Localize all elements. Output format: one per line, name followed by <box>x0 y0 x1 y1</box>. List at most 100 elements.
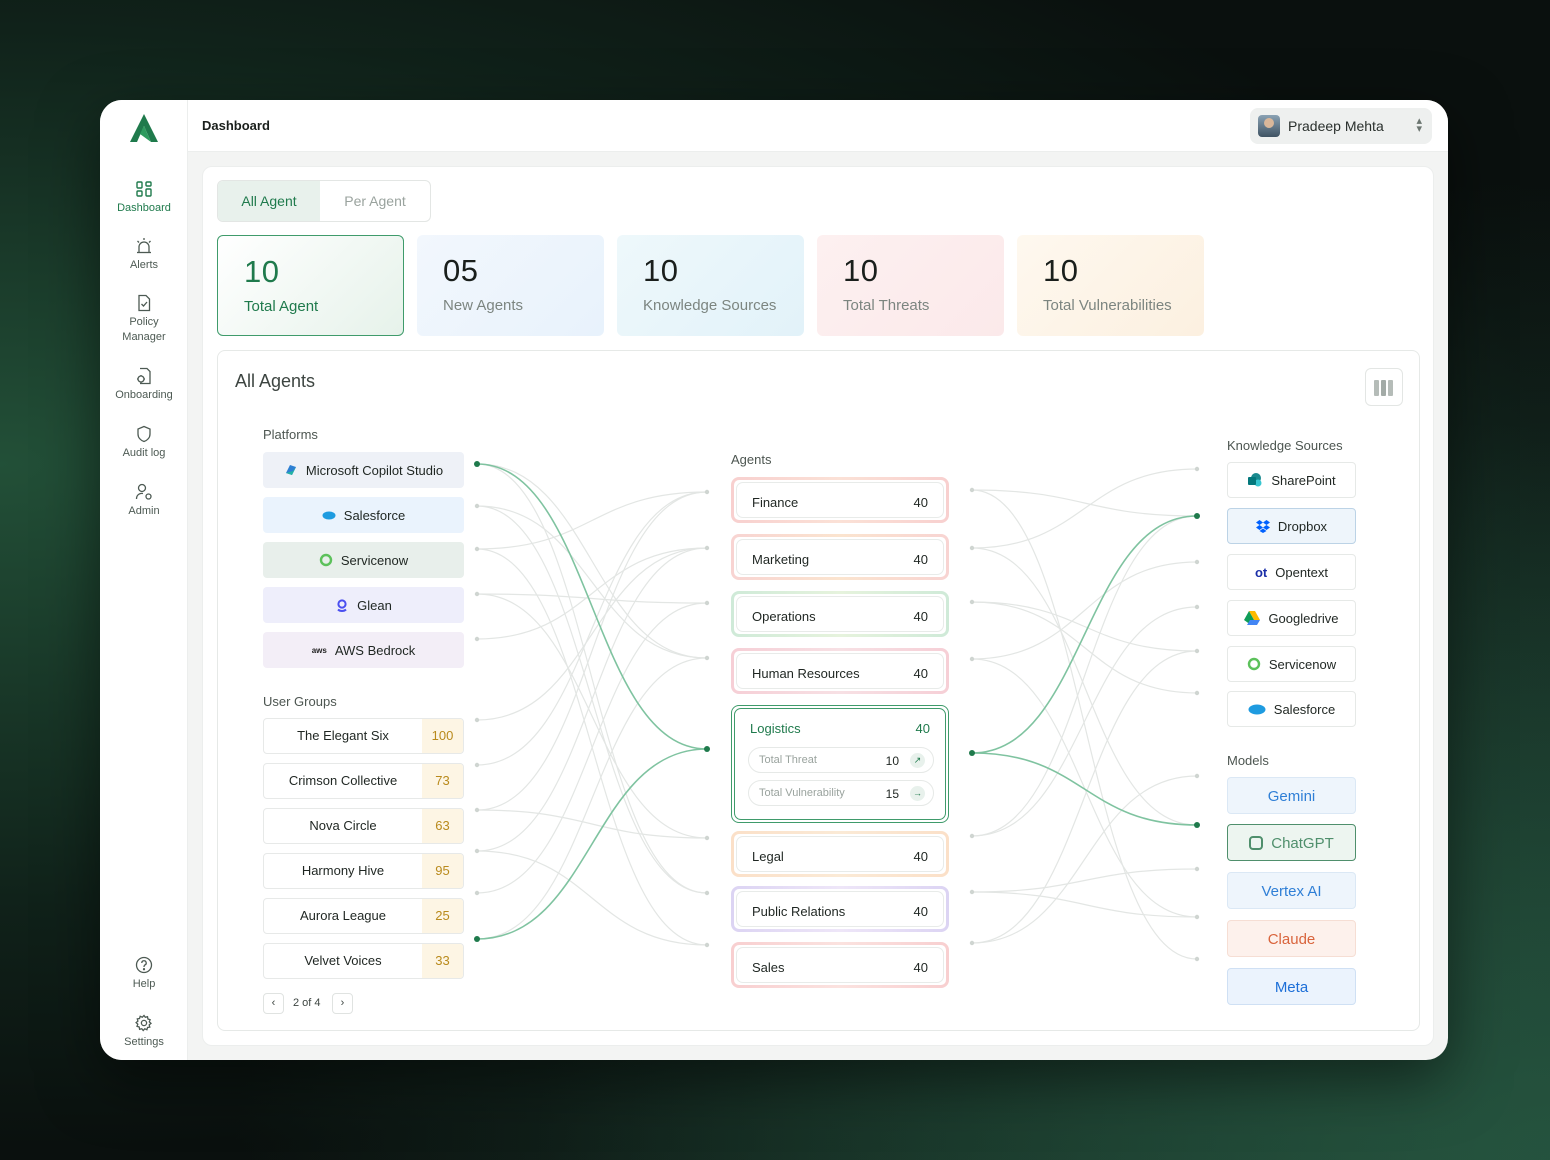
knowledge-source-opentext[interactable]: ot Opentext <box>1227 554 1356 590</box>
view-tabs: All Agent Per Agent <box>217 180 431 222</box>
user-group-row[interactable]: Nova Circle 63 <box>263 808 464 844</box>
platform-salesforce[interactable]: Salesforce <box>263 497 464 533</box>
user-group-row[interactable]: Harmony Hive 95 <box>263 853 464 889</box>
node-dot <box>474 890 480 896</box>
model-claude[interactable]: Claude <box>1227 920 1356 957</box>
total-threat-row[interactable]: Total Threat 10 ↗ <box>748 747 934 773</box>
prev-page-button[interactable]: ‹ <box>263 993 284 1014</box>
connector-line <box>476 547 708 852</box>
agent-count: 40 <box>913 495 928 510</box>
agent-card-finance[interactable]: Finance 40 <box>731 477 949 523</box>
user-group-count: 100 <box>422 719 463 753</box>
stat-card-total-agent[interactable]: 10 Total Agent <box>217 235 404 336</box>
all-agents-panel: All Agents Platforms Microsoft Copilot S… <box>217 350 1420 1031</box>
connection-lines <box>474 461 1200 962</box>
node-dot <box>474 636 480 642</box>
user-menu[interactable]: Pradeep Mehta ▴ ▾ <box>1250 108 1432 144</box>
settings-label: Settings <box>124 1036 164 1048</box>
platform-name: Servicenow <box>340 552 409 568</box>
model-meta[interactable]: Meta <box>1227 968 1356 1005</box>
stat-card-new-agents[interactable]: 05 New Agents <box>417 235 604 336</box>
model-gemini[interactable]: Gemini <box>1227 777 1356 814</box>
tab-per-agent[interactable]: Per Agent <box>344 193 406 209</box>
knowledge-source-salesforce[interactable]: Salesforce <box>1227 691 1356 727</box>
knowledge-source-googledrive[interactable]: Googledrive <box>1227 600 1356 636</box>
sidebar-item-settings[interactable]: Settings <box>100 1014 188 1050</box>
aws-icon: aws <box>311 645 327 655</box>
sidebar-item-help[interactable]: Help <box>100 956 188 992</box>
node-dot <box>1194 914 1200 920</box>
sidebar-item-audit-log[interactable]: Audit log <box>100 425 188 461</box>
agent-card-sales[interactable]: Sales 40 <box>731 942 949 988</box>
stat-value: 10 <box>1043 253 1079 288</box>
connector-line <box>971 658 1198 918</box>
agent-card-marketing[interactable]: Marketing 40 <box>731 534 949 580</box>
stat-label: Total Vulnerabilities <box>1043 297 1172 314</box>
stat-card-knowledge-sources[interactable]: 10 Knowledge Sources <box>617 235 804 336</box>
node-dot <box>704 890 710 896</box>
agent-count: 40 <box>913 666 928 681</box>
node-dot <box>704 835 710 841</box>
model-vertex-ai[interactable]: Vertex AI <box>1227 872 1356 909</box>
user-group-row[interactable]: Aurora League 25 <box>263 898 464 934</box>
total-vulnerability-row[interactable]: Total Vulnerability 15 → <box>748 780 934 806</box>
user-group-count: 25 <box>422 899 463 933</box>
user-group-row[interactable]: Velvet Voices 33 <box>263 943 464 979</box>
node-dot <box>704 489 710 495</box>
model-name: Gemini <box>1267 788 1316 805</box>
active-node-dot <box>474 936 480 942</box>
next-page-button[interactable]: › <box>332 993 353 1014</box>
platform-glean[interactable]: Glean <box>263 587 464 623</box>
knowledge-source-sharepoint[interactable]: SharePoint <box>1227 462 1356 498</box>
agent-card-legal[interactable]: Legal 40 <box>731 831 949 877</box>
node-dot <box>1194 559 1200 565</box>
sidebar-item-alerts[interactable]: Alerts <box>100 237 188 273</box>
agent-name: Sales <box>752 960 785 975</box>
page-title: Dashboard <box>202 118 270 133</box>
agent-card-logistics[interactable]: Logistics 40 Total Threat 10 ↗ Total Vulnerab… <box>731 705 949 823</box>
sidebar-item-label: Admin <box>128 505 160 517</box>
agent-name: Operations <box>752 609 816 624</box>
user-group-count: 33 <box>422 944 463 978</box>
user-group-row[interactable]: The Elegant Six 100 <box>263 718 464 754</box>
sidebar-item-onboarding[interactable]: Onboarding <box>100 367 188 403</box>
sidebar-item-admin[interactable]: Admin <box>100 483 188 519</box>
agent-card-operations[interactable]: Operations 40 <box>731 591 949 637</box>
salesforce-icon <box>322 511 336 520</box>
node-dot <box>969 833 975 839</box>
stat-card-total-threats[interactable]: 10 Total Threats <box>817 235 1004 336</box>
user-group-row[interactable]: Crimson Collective 73 <box>263 763 464 799</box>
stat-card-total-vulnerabilities[interactable]: 10 Total Vulnerabilities <box>1017 235 1204 336</box>
stat-label: New Agents <box>443 297 524 314</box>
column-view-button[interactable] <box>1365 368 1403 406</box>
model-chatgpt[interactable]: ChatGPT <box>1227 824 1356 861</box>
connector-line <box>476 850 708 946</box>
stat-value: 10 <box>244 254 280 289</box>
brand-logo[interactable] <box>128 112 160 144</box>
platform-microsoft-copilot-studio[interactable]: Microsoft Copilot Studio <box>263 452 464 488</box>
node-dot <box>474 807 480 813</box>
knowledge-source-dropbox[interactable]: Dropbox <box>1227 508 1356 544</box>
model-name: Vertex AI <box>1261 883 1322 900</box>
platform-aws-bedrock[interactable]: aws AWS Bedrock <box>263 632 464 668</box>
stat-label: Total Agent <box>244 298 319 315</box>
connector-line <box>476 491 708 550</box>
sidebar-item-label: Onboarding <box>115 389 173 401</box>
sidebar-item-policy-manager[interactable]: Policy Manager <box>100 294 188 345</box>
sidebar-item-dashboard[interactable]: Dashboard <box>100 180 188 216</box>
user-group-name: Aurora League <box>299 908 386 923</box>
highlight-connector <box>971 515 1198 754</box>
knowledge-source-servicenow[interactable]: Servicenow <box>1227 646 1356 682</box>
model-name: Meta <box>1274 979 1309 996</box>
column-bar <box>1381 380 1386 396</box>
active-node-dot <box>1194 822 1200 828</box>
agent-card-public-relations[interactable]: Public Relations 40 <box>731 886 949 932</box>
user-group-name: Velvet Voices <box>304 953 382 968</box>
agent-card-human-resources[interactable]: Human Resources 40 <box>731 648 949 694</box>
model-name: ChatGPT <box>1271 835 1334 852</box>
main-content: All Agent Per Agent 10 Total Agent 05 Ne… <box>202 166 1434 1046</box>
tab-all-agent[interactable]: All Agent <box>218 181 320 221</box>
node-dot <box>704 655 710 661</box>
page-indicator: 2 of 4 <box>293 997 321 1009</box>
platform-servicenow[interactable]: Servicenow <box>263 542 464 578</box>
